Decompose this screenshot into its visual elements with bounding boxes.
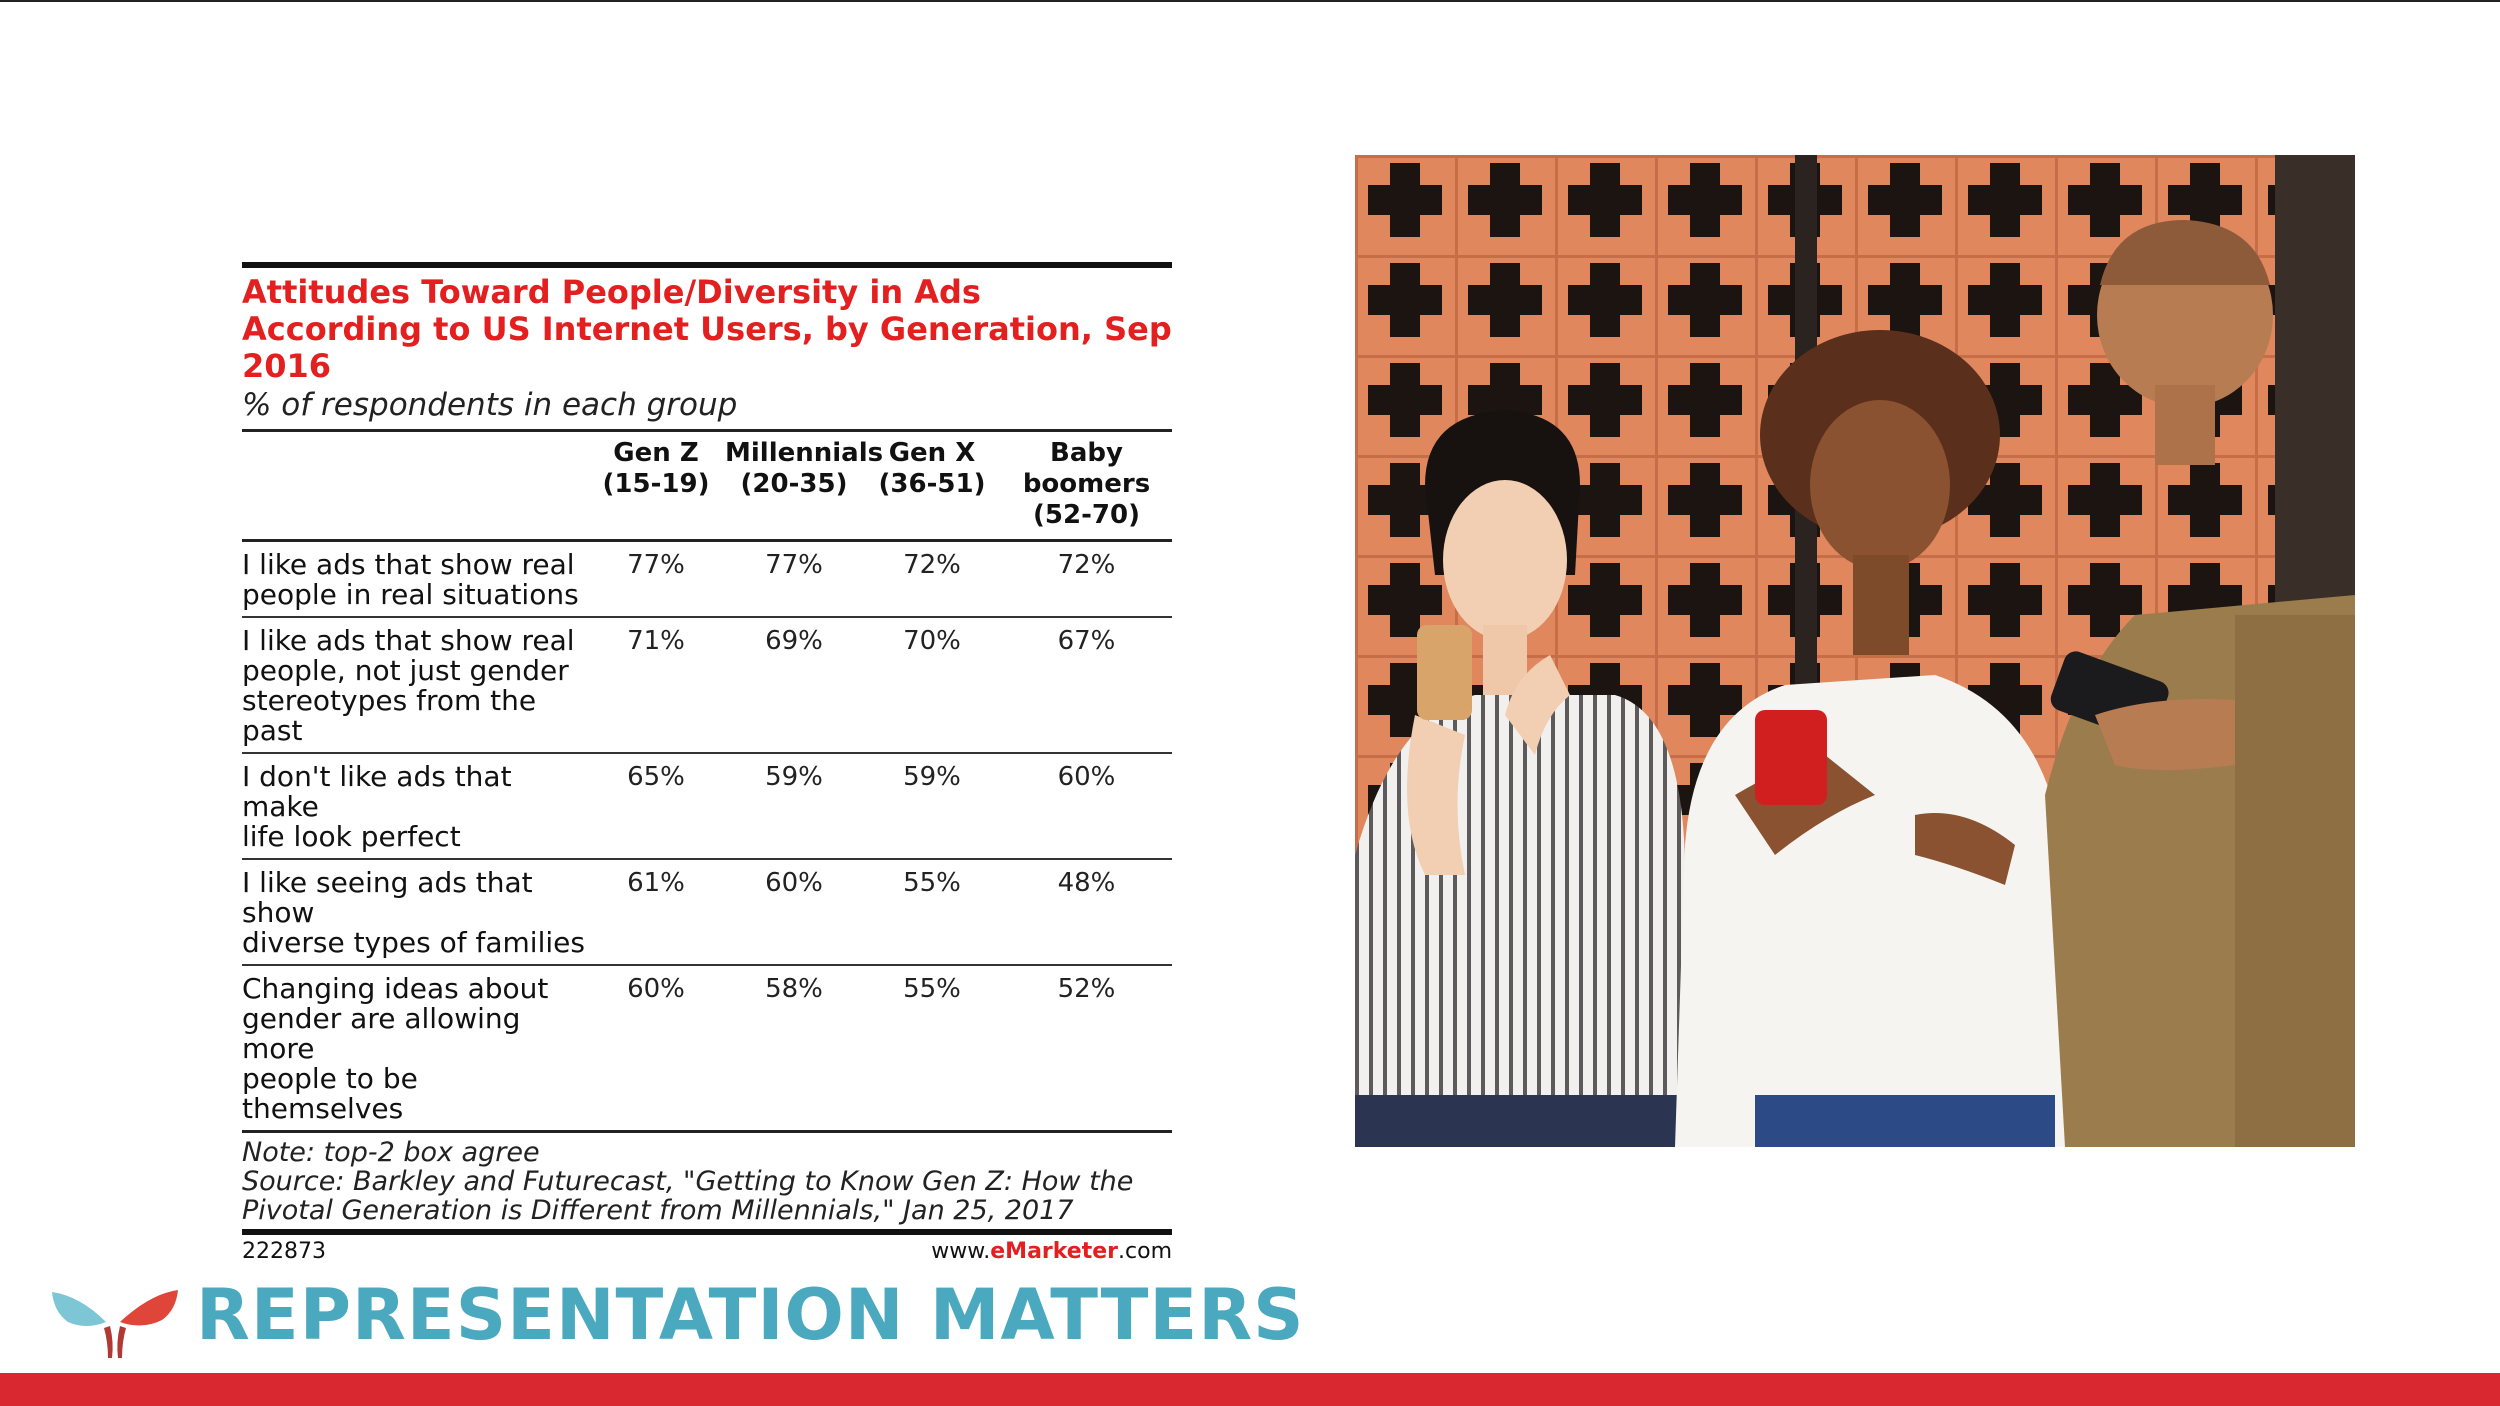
- cell-gen-x: 55%: [903, 868, 961, 898]
- row-label-line: Changing ideas about: [242, 972, 549, 1005]
- row-label: I like ads that show real people in real…: [242, 550, 587, 610]
- table-row: Changing ideas about gender are allowing…: [242, 966, 1172, 1130]
- table-bottom-rule: [242, 1130, 1172, 1133]
- butterfly-logo-icon: [50, 1282, 180, 1362]
- header-gen-x: Gen X (36-51): [863, 438, 1001, 531]
- cell-gen-x: 59%: [903, 762, 961, 792]
- person-right: [2045, 220, 2355, 1147]
- emarketer-brand: www.eMarketer.com: [931, 1239, 1172, 1264]
- cell-millennials: 69%: [765, 626, 823, 656]
- cell-gen-z: 65%: [627, 762, 685, 792]
- table-top-rule: [242, 262, 1172, 268]
- cell-millennials: 60%: [765, 868, 823, 898]
- header-millennials: Millennials (20-35): [725, 438, 884, 531]
- row-label-line: diverse types of families: [242, 926, 585, 959]
- bottom-accent-bar: [0, 1373, 2500, 1406]
- row-label: I like ads that show real people, not ju…: [242, 626, 587, 746]
- emarketer-table-panel: Attitudes Toward People/Diversity in Ads…: [242, 262, 1172, 1264]
- row-divider: [242, 964, 1172, 966]
- header-name: Millennials: [725, 438, 884, 468]
- cell-baby-boomers: 52%: [1057, 974, 1116, 1004]
- person-left: [1355, 410, 1685, 1147]
- cell-gen-x: 70%: [903, 626, 961, 656]
- row-label-line: stereotypes from the past: [242, 684, 537, 747]
- row-label-line: I like ads that show real: [242, 548, 575, 581]
- header-name: Baby boomers: [1022, 438, 1151, 499]
- note-text: Note: top-2 box agree: [242, 1137, 540, 1168]
- cell-millennials: 58%: [765, 974, 823, 1004]
- cell-gen-x: 55%: [903, 974, 961, 1004]
- table-row: I don't like ads that make life look per…: [242, 754, 1172, 858]
- brand-name: eMarketer: [990, 1239, 1119, 1264]
- chart-id: 222873: [242, 1239, 326, 1264]
- row-label-line: people, not just gender: [242, 654, 569, 687]
- slide-headline: REPRESENTATION MATTERS: [196, 1274, 1305, 1356]
- row-label-line: I don't like ads that make: [242, 760, 512, 823]
- row-label-line: gender are allowing more: [242, 1002, 521, 1065]
- cell-millennials: 77%: [765, 550, 823, 580]
- row-divider: [242, 616, 1172, 618]
- table-notes: Note: top-2 box agree Source: Barkley an…: [242, 1133, 1172, 1225]
- header-name: Gen X: [888, 438, 976, 468]
- table-title: Attitudes Toward People/Diversity in Ads…: [242, 273, 1172, 385]
- header-range: (52-70): [1033, 500, 1140, 530]
- header-gen-z: Gen Z (15-19): [587, 438, 725, 531]
- cell-gen-z: 77%: [627, 550, 685, 580]
- source-text: Source: Barkley and Futurecast, "Getting…: [242, 1166, 1134, 1226]
- row-label-line: life look perfect: [242, 820, 461, 853]
- header-name: Gen Z: [613, 438, 699, 468]
- cell-gen-z: 60%: [627, 974, 685, 1004]
- header-baby-boomers: Baby boomers (52-70): [1001, 438, 1172, 531]
- row-label: I like seeing ads that show diverse type…: [242, 868, 587, 958]
- row-label: Changing ideas about gender are allowing…: [242, 974, 587, 1124]
- footer-rule: [242, 1229, 1172, 1235]
- cell-baby-boomers: 67%: [1057, 626, 1116, 656]
- table-footer: 222873 www.eMarketer.com: [242, 1235, 1172, 1264]
- brand-suffix: .com: [1118, 1239, 1172, 1264]
- cell-millennials: 59%: [765, 762, 823, 792]
- cell-gen-z: 61%: [627, 868, 685, 898]
- header-range: (15-19): [602, 469, 710, 499]
- top-border: [0, 0, 2500, 2]
- cell-baby-boomers: 72%: [1057, 550, 1116, 580]
- header-spacer: [242, 438, 587, 531]
- cell-baby-boomers: 60%: [1057, 762, 1116, 792]
- table-subtitle: % of respondents in each group: [242, 387, 738, 423]
- row-label-line: people in real situations: [242, 578, 579, 611]
- row-label-line: I like seeing ads that show: [242, 866, 533, 929]
- row-label-line: people to be themselves: [242, 1062, 418, 1125]
- table-row: I like seeing ads that show diverse type…: [242, 860, 1172, 964]
- brand-prefix: www.: [931, 1239, 991, 1264]
- header-range: (36-51): [878, 469, 986, 499]
- table-row: I like ads that show real people, not ju…: [242, 618, 1172, 752]
- header-bottom-rule: [242, 539, 1172, 542]
- person-middle: [1675, 330, 2075, 1147]
- row-divider: [242, 752, 1172, 754]
- photo-people-with-phones: [1355, 155, 2355, 1147]
- cell-gen-z: 71%: [627, 626, 685, 656]
- header-range: (20-35): [740, 469, 848, 499]
- cell-gen-x: 72%: [903, 550, 961, 580]
- row-divider: [242, 858, 1172, 860]
- row-label-line: I like ads that show real: [242, 624, 575, 657]
- header-top-rule: [242, 429, 1172, 432]
- row-label: I don't like ads that make life look per…: [242, 762, 587, 852]
- cell-baby-boomers: 48%: [1057, 868, 1116, 898]
- table-header-row: Gen Z (15-19) Millennials (20-35) Gen X …: [242, 432, 1172, 539]
- table-row: I like ads that show real people in real…: [242, 542, 1172, 616]
